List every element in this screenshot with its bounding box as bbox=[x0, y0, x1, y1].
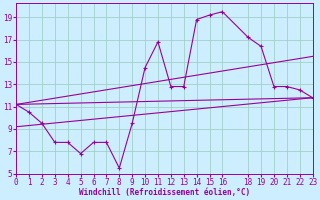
X-axis label: Windchill (Refroidissement éolien,°C): Windchill (Refroidissement éolien,°C) bbox=[79, 188, 250, 197]
